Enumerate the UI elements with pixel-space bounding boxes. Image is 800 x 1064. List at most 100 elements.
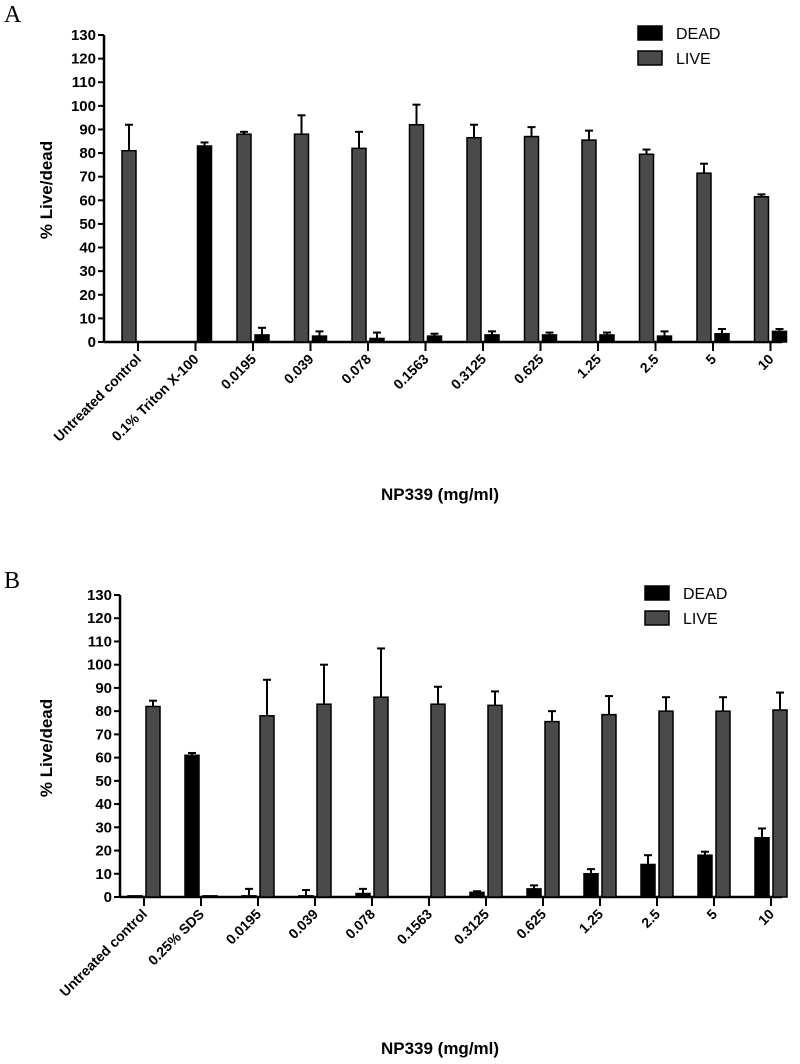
legend-label-live: LIVE	[683, 611, 718, 628]
x-tick-label: 0.078	[342, 906, 378, 942]
bar-live	[259, 715, 275, 898]
y-tick-label: 10	[79, 310, 96, 327]
y-tick-label: 60	[79, 192, 96, 209]
bar-live	[316, 703, 332, 898]
x-tick-label: 0.0195	[218, 351, 260, 393]
x-tick-label: 5	[702, 351, 719, 368]
bar-dead	[656, 335, 673, 343]
x-tick-label: 0.625	[511, 351, 547, 387]
bar-dead	[469, 891, 485, 898]
y-tick-label: 20	[95, 843, 112, 860]
y-tick-label: 130	[87, 587, 112, 604]
bar-live	[715, 710, 731, 898]
y-tick-label: 40	[95, 796, 112, 813]
x-tick-label: 2.5	[637, 351, 662, 376]
bar-dead	[541, 334, 558, 343]
bar-live	[145, 705, 161, 898]
bar-dead	[369, 337, 385, 343]
y-tick-label: 40	[79, 240, 96, 257]
y-tick-label: 50	[79, 216, 96, 233]
bar-live	[523, 135, 540, 343]
y-tick-label: 90	[79, 121, 96, 138]
x-tick-label: 2.5	[638, 906, 663, 931]
y-tick-label: 130	[71, 27, 96, 44]
bar-dead	[640, 863, 656, 898]
bar-dead	[526, 888, 542, 898]
bar-live	[772, 709, 788, 898]
x-tick-label: 0.3125	[451, 906, 493, 948]
bar-live	[487, 704, 503, 898]
panel-label: A	[4, 2, 22, 28]
y-tick-label: 70	[79, 169, 96, 186]
y-tick-label: 30	[79, 263, 96, 280]
bar-live	[373, 696, 389, 898]
bar-dead	[127, 895, 143, 898]
bar-live	[202, 895, 218, 898]
x-tick-label: 10	[755, 906, 777, 928]
bar-live	[753, 196, 770, 343]
bar-dead	[599, 334, 615, 343]
x-tick-label: 10	[754, 351, 776, 373]
x-tick-label: 5	[703, 906, 720, 923]
bar-dead	[714, 332, 730, 343]
panel-label: B	[4, 568, 20, 594]
x-tick-label: 0.25% SDS	[145, 906, 207, 968]
y-tick-label: 110	[72, 74, 96, 91]
bar-live	[351, 147, 367, 343]
legend-swatch-dead	[644, 585, 670, 601]
y-tick-label: 30	[95, 819, 112, 836]
bar-live	[430, 703, 446, 898]
bar-dead	[484, 334, 500, 343]
bar-live	[696, 172, 712, 343]
bar-dead	[311, 335, 328, 343]
y-tick-label: 80	[95, 703, 112, 720]
bar-dead	[241, 895, 257, 898]
x-tick-label: 0.1563	[394, 906, 436, 948]
bar-dead	[196, 145, 213, 343]
y-tick-label: 110	[88, 633, 112, 650]
bar-dead	[771, 330, 788, 343]
bar-live	[544, 720, 560, 898]
bar-live	[466, 136, 482, 343]
bar-live	[236, 133, 252, 343]
y-tick-label: 100	[87, 657, 112, 674]
bar-dead	[184, 754, 200, 898]
x-tick-label: 0.1563	[390, 351, 432, 393]
x-axis-title: NP339 (mg/ml)	[381, 485, 499, 504]
y-tick-label: 60	[95, 750, 112, 767]
x-tick-label: 0.078	[338, 351, 374, 387]
legend-label-live: LIVE	[676, 51, 711, 68]
bar-dead	[355, 892, 371, 898]
bar-live	[408, 123, 425, 343]
legend-swatch-dead	[637, 25, 663, 41]
bar-live	[601, 713, 617, 898]
legend-swatch-live	[644, 610, 670, 626]
y-tick-label: 120	[71, 51, 96, 68]
x-tick-label: 1.25	[576, 906, 607, 937]
bar-live	[293, 133, 310, 343]
y-tick-label: 0	[104, 889, 112, 906]
x-tick-label: 0.625	[513, 906, 549, 942]
x-tick-label: 0.039	[285, 906, 321, 942]
bar-dead	[697, 854, 713, 898]
y-tick-label: 70	[95, 726, 112, 743]
bar-live	[121, 149, 137, 343]
bar-dead	[254, 334, 270, 343]
y-axis-title: % Live/dead	[37, 141, 56, 239]
y-tick-label: 20	[79, 287, 96, 304]
x-tick-label: 0.3125	[448, 351, 490, 393]
y-tick-label: 10	[95, 866, 112, 883]
legend-label-dead: DEAD	[676, 26, 720, 43]
legend-label-dead: DEAD	[683, 586, 727, 603]
x-tick-label: 1.25	[574, 351, 605, 382]
y-tick-label: 50	[95, 773, 112, 790]
y-tick-label: 100	[71, 98, 96, 115]
bar-live	[638, 153, 655, 343]
legend-swatch-live	[637, 50, 663, 66]
bar-dead	[298, 895, 314, 898]
bar-dead	[583, 873, 599, 898]
chart-panel-b: B 0 10 20 30 40 50 60 70 80 90 100 110 120 130 % Live/d…	[4, 568, 788, 1058]
bar-live	[658, 710, 674, 898]
